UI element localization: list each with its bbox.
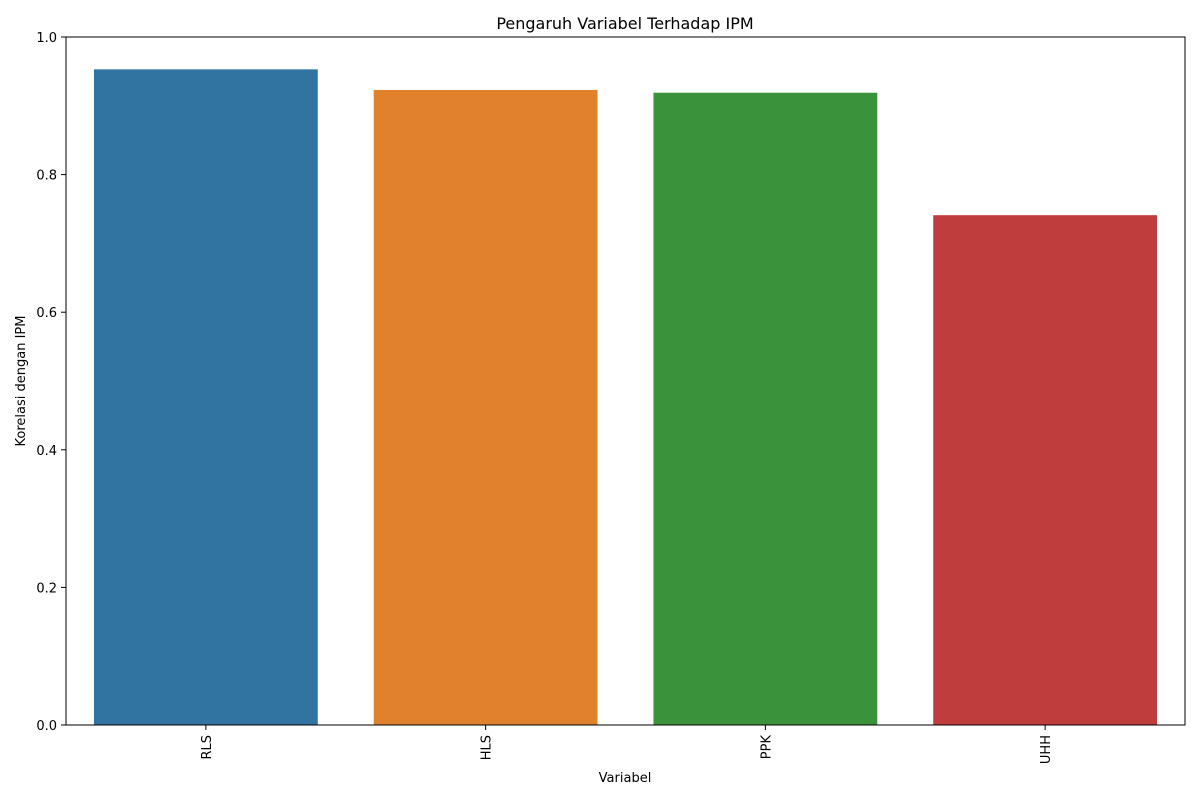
x-axis-ticks: RLS HLS PPK UHH [200,725,1054,764]
y-tick-label: 0.6 [36,306,57,321]
x-tick-label: RLS [200,735,215,760]
y-axis-ticks: 0.0 0.2 0.4 0.6 0.8 1.0 [36,31,66,734]
bar-hls [373,89,598,726]
bar-rls [93,69,318,726]
x-axis-label: Variabel [599,771,652,786]
bar-ppk [653,92,878,726]
x-tick-label: HLS [480,735,495,760]
y-tick-label: 0.2 [36,581,57,596]
bars-group [93,69,1158,726]
x-tick-label: UHH [1039,735,1054,764]
y-axis-label: Korelasi dengan IPM [14,316,29,447]
x-tick-label: PPK [759,735,774,760]
y-tick-label: 1.0 [36,31,57,46]
y-tick-label: 0.0 [36,719,57,734]
y-tick-label: 0.8 [36,169,57,184]
plot-frame [65,36,1186,726]
y-tick-label: 0.4 [36,444,57,459]
bar-uhh [933,215,1158,725]
chart-title: Pengaruh Variabel Terhadap IPM [496,14,753,33]
